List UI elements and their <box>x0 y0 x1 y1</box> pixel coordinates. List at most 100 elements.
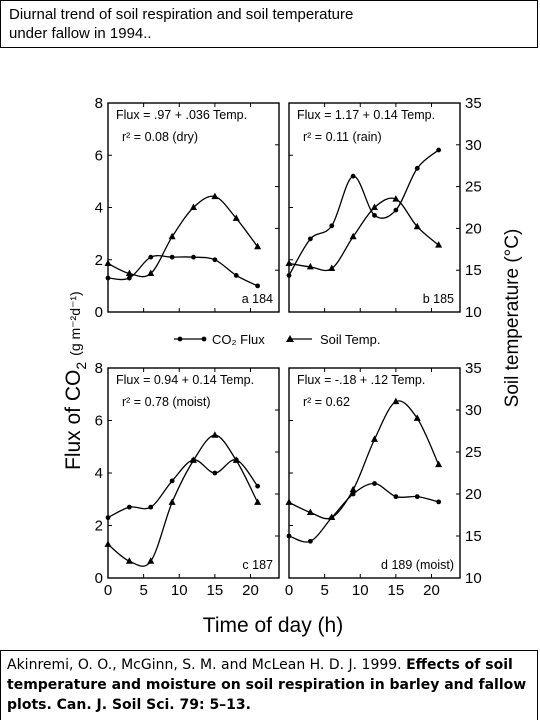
legend: CO₂ Flux Soil Temp. <box>174 332 380 347</box>
x-tick-label: 15 <box>207 582 224 599</box>
legend-flux-marker-2 <box>201 336 207 342</box>
y-axis-label-sub: 2 <box>73 362 89 370</box>
flux-point <box>169 478 175 484</box>
page-title: Diurnal trend of soil respiration and so… <box>0 0 538 48</box>
temp-point <box>285 498 293 505</box>
flux-point <box>286 533 292 539</box>
flux-point <box>148 504 154 510</box>
temp-point <box>349 485 357 493</box>
temp-point <box>413 414 421 421</box>
panel-r2: r² = 0.11 (rain) <box>303 130 382 144</box>
y-left-tick-label: 0 <box>95 570 103 587</box>
temp-point <box>349 232 357 240</box>
panel-r2: r² = 0.78 (moist) <box>122 395 211 409</box>
flux-point <box>255 483 261 489</box>
panel-equation: Flux = .97 + .036 Temp. <box>116 108 247 122</box>
temp-point <box>254 242 262 250</box>
flux-point <box>393 207 399 213</box>
y-right-tick-label: 15 <box>465 528 482 545</box>
temp-point <box>190 456 197 463</box>
panel-equation: Flux = -.18 + .12 Temp. <box>297 373 425 387</box>
panel-label: d 189 (moist) <box>381 558 454 572</box>
citation-title: Effects of soil temperature and moisture… <box>7 657 527 713</box>
x-tick-label: 20 <box>423 582 440 599</box>
x-tick-label: 10 <box>171 582 188 599</box>
flux-point <box>436 147 442 153</box>
flux-point <box>148 254 154 260</box>
flux-point <box>372 212 377 218</box>
temp-point <box>371 203 378 210</box>
flux-point <box>307 236 313 242</box>
flux-point <box>233 273 239 278</box>
y-right-tick-label: 30 <box>465 402 482 419</box>
y-right-tick-label: 20 <box>465 220 482 237</box>
y-axis-label-main: Flux of CO <box>62 370 85 470</box>
title-line-2: under fallow in 1994.. <box>9 25 152 42</box>
flux-point <box>372 481 377 486</box>
panel-r2: r² = 0.62 <box>303 395 350 409</box>
temp-point <box>211 431 219 438</box>
panel-4: 0 5 10 15 20 10 15 20 25 30 35 Flux = -.18 + .12 Te… <box>285 360 482 599</box>
temp-point <box>168 232 176 240</box>
y-left-tick-label: 8 <box>95 360 103 377</box>
temp-point <box>254 498 262 505</box>
temp-point <box>211 192 219 200</box>
y-right-tick-label: 10 <box>465 570 482 587</box>
y-left-tick-label: 8 <box>95 95 103 112</box>
legend-flux-label: CO₂ Flux <box>212 332 265 347</box>
temp-point <box>306 508 314 515</box>
flux-point <box>191 254 196 260</box>
temp-point <box>285 259 293 267</box>
y-right-tick-label: 25 <box>465 179 482 196</box>
y-left-tick-label: 4 <box>95 465 103 482</box>
temp-point <box>413 222 421 230</box>
temp-point <box>168 498 176 505</box>
x-tick-label: 20 <box>242 582 259 599</box>
temp-point <box>328 264 336 272</box>
y-right-tick-label: 20 <box>465 486 482 503</box>
legend-temp-marker <box>286 335 294 342</box>
title-line-1: Diurnal trend of soil respiration and so… <box>9 6 354 23</box>
temp-point <box>104 540 112 547</box>
x-tick-label: 5 <box>320 582 328 599</box>
y-left-tick-label: 6 <box>95 147 103 164</box>
y-left-tick-label: 6 <box>95 413 103 430</box>
flux-point <box>169 254 175 260</box>
panel-label: b 185 <box>423 292 454 306</box>
temp-point <box>147 557 155 564</box>
flux-point <box>105 275 111 281</box>
flux-point <box>105 515 111 521</box>
citation: Akinremi, O. O., McGinn, S. M. and McLea… <box>0 650 538 720</box>
temp-series-line <box>107 195 259 278</box>
temp-point <box>125 269 133 277</box>
x-tick-label: 15 <box>388 582 405 599</box>
temp-series-line <box>107 434 259 567</box>
x-tick-label: 0 <box>104 582 112 599</box>
x-tick-label: 10 <box>352 582 369 599</box>
flux-point <box>286 273 292 278</box>
y-axis-label-units: (g m⁻²d⁻¹) <box>67 291 83 356</box>
temp-series-line <box>288 197 440 272</box>
temp-point <box>125 557 133 564</box>
figure: 0 2 4 6 8 Flux = .97 + .036 Temp. r² = 0.08 (d… <box>62 95 523 637</box>
panel-r2: r² = 0.08 (dry) <box>122 130 198 144</box>
temp-point <box>190 203 197 210</box>
flux-series-line <box>288 149 440 276</box>
y-left-tick-label: 4 <box>95 200 103 217</box>
y-right-tick-label: 30 <box>465 137 482 154</box>
flux-point <box>126 504 132 510</box>
x-axis-label: Time of day (h) <box>203 614 343 637</box>
flux-point <box>329 223 335 229</box>
panel-equation: Flux = 1.17 + 0.14 Temp. <box>297 108 435 122</box>
flux-point <box>436 499 442 505</box>
legend-flux-marker <box>177 336 183 342</box>
flux-point <box>212 470 218 476</box>
flux-series-line <box>107 254 258 287</box>
legend-temp-label: Soil Temp. <box>320 332 380 347</box>
temp-point <box>392 397 400 405</box>
temp-point <box>232 214 240 221</box>
panel-label: c 187 <box>242 558 273 572</box>
flux-point <box>414 494 420 500</box>
panel-equation: Flux = 0.94 + 0.14 Temp. <box>116 373 254 387</box>
y-left-tick-label: 2 <box>95 518 103 535</box>
